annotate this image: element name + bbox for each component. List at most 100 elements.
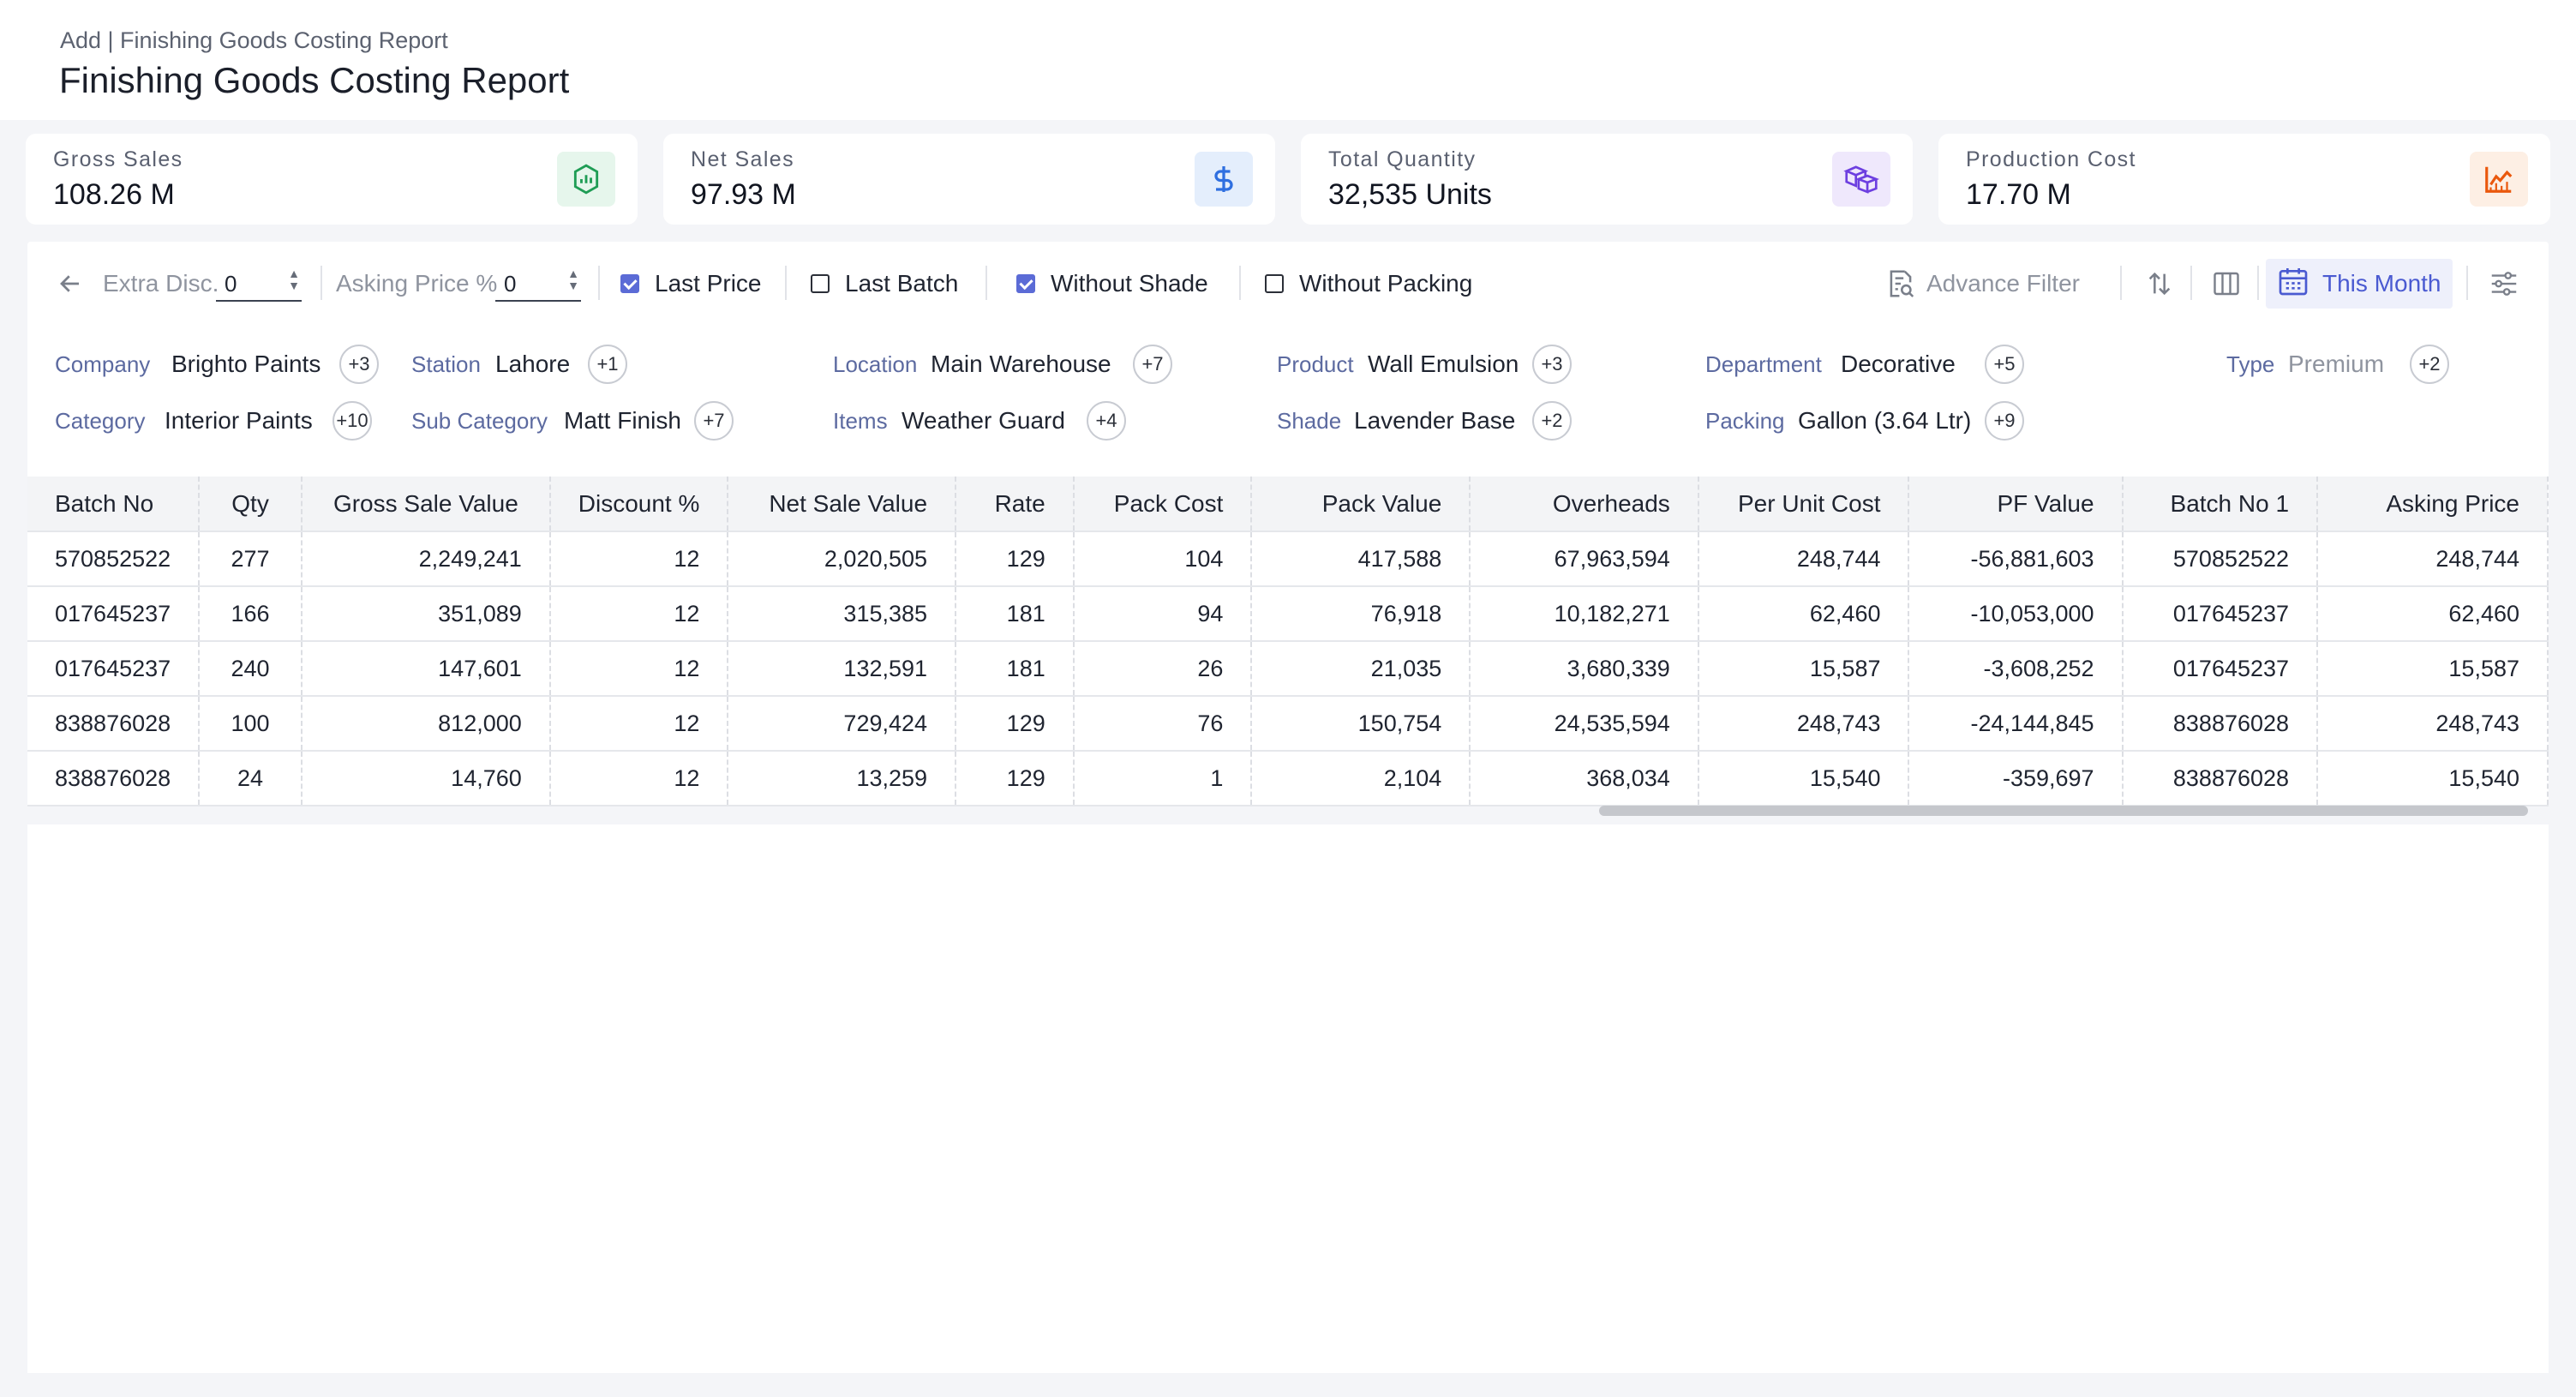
cell: 570852522 [2122,531,2319,587]
without-packing-checkbox[interactable] [1265,274,1284,293]
cell: 166 [199,586,303,642]
cell: 150,754 [1251,696,1471,752]
location-more-badge[interactable]: +7 [1133,345,1172,384]
type-filter-value[interactable]: Premium [2288,351,2385,377]
advance-filter-icon[interactable] [1880,262,1921,305]
last-batch-checkbox[interactable] [811,274,830,293]
horizontal-scrollbar[interactable] [1599,806,2528,816]
columns-icon[interactable] [2206,262,2247,305]
table-row[interactable]: 017645237 166 351,089 12 315,385 181 94 … [27,586,2549,642]
table-row[interactable]: 838876028 100 812,000 12 729,424 129 76 … [27,696,2549,752]
extra-disc-value: 0 [225,271,237,297]
last-price-checkbox[interactable] [620,274,639,293]
col-overheads[interactable]: Overheads [1470,477,1699,532]
packing-more-badge[interactable]: +9 [1985,401,2024,441]
divider [1239,266,1241,300]
extra-disc-input[interactable]: 0 ▲ ▼ [216,264,302,302]
shade-filter-value[interactable]: Lavender Base [1354,407,1516,434]
col-pack-value[interactable]: Pack Value [1251,477,1471,532]
sub-category-more-badge[interactable]: +7 [694,401,734,441]
total-quantity-card: Total Quantity 32,535 Units [1301,134,1913,225]
asking-price-value: 0 [504,271,517,297]
last-batch-label[interactable]: Last Batch [845,270,959,297]
asking-price-input[interactable]: 0 ▲ ▼ [495,264,581,302]
department-more-badge[interactable]: +5 [1985,345,2024,384]
divider [2466,266,2468,300]
cell: 351,089 [301,586,551,642]
without-shade-label[interactable]: Without Shade [1051,270,1208,297]
department-filter-value[interactable]: Decorative [1841,351,1956,377]
col-qty[interactable]: Qty [199,477,303,532]
table-row[interactable]: 570852522 277 2,249,241 12 2,020,505 129… [27,531,2549,587]
cell: 67,963,594 [1470,531,1699,587]
cell: 129 [956,531,1075,587]
col-batch-no-1[interactable]: Batch No 1 [2122,477,2319,532]
cell: 2,020,505 [728,531,957,587]
col-net-sale-value[interactable]: Net Sale Value [728,477,957,532]
items-filter-label: Items [833,408,888,434]
cell: 017645237 [2122,586,2319,642]
advance-filter-button[interactable]: Advance Filter [1926,270,2080,297]
cell: 838876028 [27,696,201,752]
cell: 24,535,594 [1470,696,1699,752]
cell: -359,697 [1908,751,2124,806]
col-pack-cost[interactable]: Pack Cost [1073,477,1253,532]
station-filter-value[interactable]: Lahore [495,351,571,377]
items-filter-value[interactable]: Weather Guard [902,407,1065,434]
station-more-badge[interactable]: +1 [588,345,627,384]
station-filter-label: Station [411,351,481,377]
cell: 181 [956,641,1075,697]
divider [321,266,322,300]
company-filter-value[interactable]: Brighto Paints [171,351,321,377]
cell: 15,587 [2317,641,2549,697]
col-pf-value[interactable]: PF Value [1908,477,2124,532]
card-value: 97.93 M [691,178,796,211]
sub-category-filter-value[interactable]: Matt Finish [564,407,681,434]
col-discount[interactable]: Discount % [549,477,729,532]
col-gross-sale-value[interactable]: Gross Sale Value [301,477,551,532]
card-label: Total Quantity [1328,147,1477,171]
cell: 104 [1073,531,1253,587]
back-arrow-icon[interactable] [50,262,91,305]
this-month-button[interactable]: This Month [2266,259,2453,309]
card-value: 17.70 M [1966,178,2071,211]
product-more-badge[interactable]: +3 [1532,345,1572,384]
col-rate[interactable]: Rate [956,477,1075,532]
table-row[interactable]: 017645237 240 147,601 12 132,591 181 26 … [27,641,2549,697]
col-asking-price[interactable]: Asking Price [2317,477,2549,532]
cell: 132,591 [728,641,957,697]
cell: 838876028 [2122,696,2319,752]
without-shade-checkbox[interactable] [1016,274,1035,293]
col-batch-no[interactable]: Batch No [27,477,201,532]
divider [985,266,987,300]
stepper-arrows-icon[interactable]: ▲ ▼ [567,267,579,292]
cell: 21,035 [1251,641,1471,697]
category-filter-value[interactable]: Interior Paints [165,407,313,434]
sub-category-filter-label: Sub Category [411,408,548,434]
packing-filter-value[interactable]: Gallon (3.64 Ltr) [1798,407,1972,434]
cell: -24,144,845 [1908,696,2124,752]
company-filter-label: Company [55,351,151,377]
location-filter-value[interactable]: Main Warehouse [931,351,1111,377]
company-more-badge[interactable]: +3 [339,345,379,384]
sort-icon[interactable] [2139,262,2180,305]
category-filter-label: Category [55,408,146,434]
items-more-badge[interactable]: +4 [1087,401,1126,441]
table-row[interactable]: 838876028 24 14,760 12 13,259 129 1 2,10… [27,751,2549,806]
card-value: 32,535 Units [1328,178,1492,211]
settings-sliders-icon[interactable] [2483,262,2525,305]
type-more-badge[interactable]: +2 [2410,345,2449,384]
divider [2120,266,2122,300]
card-value: 108.26 M [53,178,175,211]
shade-more-badge[interactable]: +2 [1532,401,1572,441]
without-packing-label[interactable]: Without Packing [1299,270,1473,297]
cell: 76,918 [1251,586,1471,642]
location-filter-label: Location [833,351,918,377]
stepper-arrows-icon[interactable]: ▲ ▼ [288,267,300,292]
last-price-label[interactable]: Last Price [655,270,762,297]
product-filter-value[interactable]: Wall Emulsion [1368,351,1519,377]
cell: 100 [199,696,303,752]
col-per-unit-cost[interactable]: Per Unit Cost [1698,477,1910,532]
card-label: Production Cost [1966,147,2136,171]
category-more-badge[interactable]: +10 [332,401,372,441]
